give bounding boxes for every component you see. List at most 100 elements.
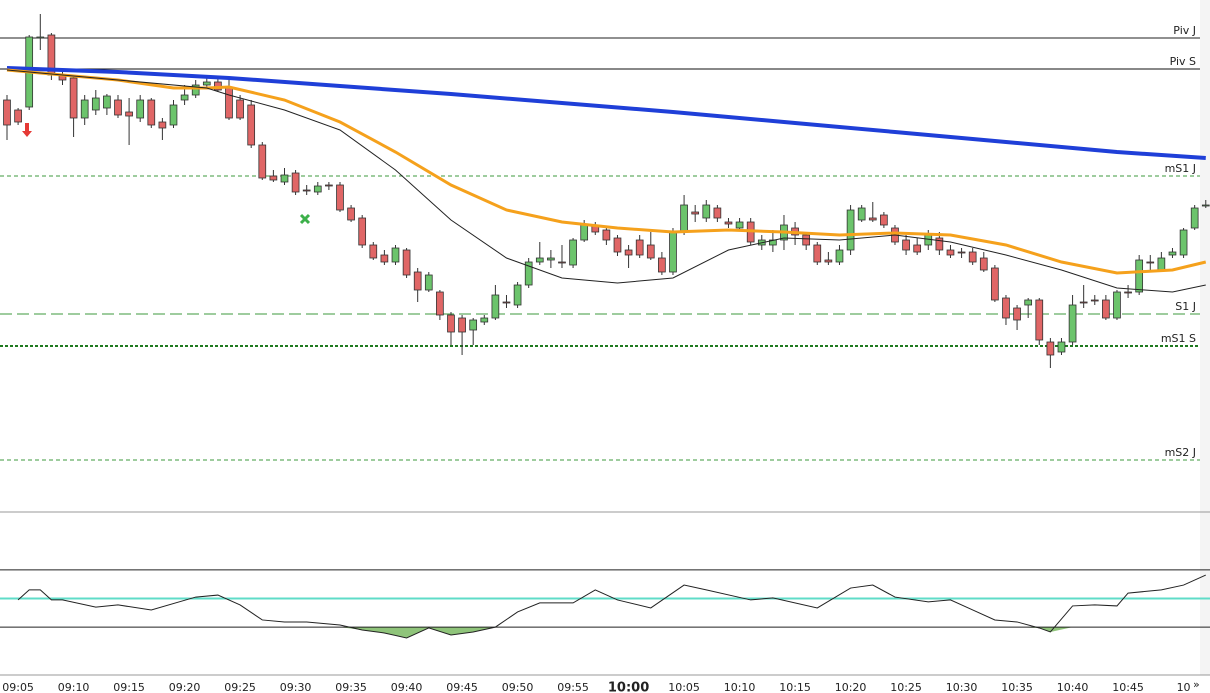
x-tick-label: 09:40: [391, 681, 423, 693]
candle-body: [1135, 259, 1144, 293]
candle-body: [169, 104, 178, 126]
x-axis: 09:05 09:10 09:15 09:20 09:25 09:30 09:35 09:40…: [2, 681, 1190, 693]
candle-body: [269, 175, 278, 181]
candle-body: [491, 294, 500, 319]
candle-body: [380, 254, 389, 263]
candle-body: [158, 121, 167, 129]
candle-body: [191, 84, 200, 96]
level-label: mS1 J: [1165, 162, 1196, 175]
candle-body: [1190, 207, 1199, 229]
candle-body: [957, 251, 966, 254]
candle-body: [880, 214, 888, 226]
candle-body: [913, 244, 922, 253]
candle-body: [558, 261, 566, 264]
candle-body: [669, 231, 677, 273]
candle-body: [991, 267, 999, 301]
candle-body: [280, 174, 289, 183]
candle-body: [302, 189, 311, 192]
candle-body: [1146, 261, 1155, 264]
candle-body: [1057, 341, 1066, 353]
candle-body: [702, 204, 711, 219]
candle-body: [202, 81, 211, 86]
candle-body: [846, 209, 855, 251]
candle-body: [424, 274, 433, 291]
candle-body: [1124, 291, 1132, 294]
candle-body: [547, 257, 555, 261]
candle-body: [80, 99, 89, 119]
candle-body: [69, 77, 78, 119]
x-tick-label: 10:20: [835, 681, 867, 693]
candle-body: [458, 317, 466, 333]
candles: [3, 14, 1210, 368]
candle-body: [1090, 299, 1099, 302]
level-label: mS2 J: [1165, 446, 1196, 459]
candle-body: [813, 244, 822, 263]
candle-body: [136, 99, 145, 119]
x-tick-label: 10:30: [946, 681, 978, 693]
candle-body: [1168, 251, 1177, 256]
candle-body: [14, 109, 22, 123]
x-tick-label: 09:20: [169, 681, 201, 693]
candle-body: [336, 184, 344, 211]
candle-body: [824, 259, 833, 263]
candle-body: [1201, 204, 1210, 207]
candle-body: [857, 207, 866, 221]
candle-body: [1013, 307, 1021, 321]
candle-body: [1079, 301, 1088, 304]
candle-body: [713, 207, 722, 219]
candle-body: [358, 217, 367, 246]
x-tick-label: 10:10: [724, 681, 756, 693]
candle-body: [658, 257, 666, 273]
candle-body: [103, 95, 111, 109]
candle-body: [646, 244, 655, 259]
price-axis-strip: [1200, 0, 1210, 675]
candle-body: [436, 291, 444, 316]
candle-body: [325, 184, 333, 187]
candle-body: [513, 284, 522, 306]
exit-cross: [299, 213, 311, 225]
x-tick-label: 09:45: [446, 681, 478, 693]
candle-body: [868, 217, 877, 221]
x-tick-label: 10: [1177, 681, 1191, 693]
candle-body: [402, 249, 411, 276]
candle-body: [180, 94, 189, 101]
candle-body: [935, 237, 944, 251]
candle-body: [391, 247, 400, 263]
x-tick-label: 09:35: [335, 681, 367, 693]
x-tick-label: 09:05: [2, 681, 34, 693]
candle-body: [236, 99, 244, 119]
candle-body: [1102, 299, 1110, 319]
scroll-button[interactable]: »: [1193, 678, 1200, 691]
level-label: S1 J: [1175, 300, 1196, 313]
x-tick-label: 10:45: [1112, 681, 1144, 693]
candle-body: [225, 87, 233, 119]
candle-body: [258, 144, 267, 179]
sell-arrow: [22, 123, 32, 137]
x-tick-label: 09:25: [224, 681, 256, 693]
candle-body: [635, 239, 644, 256]
moving-averages: [6, 66, 1207, 293]
candle-body: [91, 97, 100, 111]
candle-body: [36, 36, 45, 39]
levels: [0, 37, 1200, 461]
candle-body: [313, 185, 322, 193]
candle-body: [1002, 297, 1010, 319]
oscillator-line: [17, 574, 1206, 639]
level-label: Piv J: [1173, 24, 1196, 37]
x-tick-label: 09:15: [113, 681, 145, 693]
candle-body: [902, 239, 910, 251]
candle-body: [291, 172, 300, 193]
candle-body: [1068, 304, 1077, 343]
x-tick-label: 09:55: [557, 681, 589, 693]
x-tick-label: 09:50: [502, 681, 534, 693]
candle-body: [147, 99, 156, 126]
candle-body: [524, 261, 533, 286]
candle-body: [835, 249, 844, 263]
candle-body: [369, 244, 378, 259]
candle-body: [447, 314, 455, 333]
candle-body: [946, 249, 955, 256]
x-tick-label: 09:30: [280, 681, 312, 693]
level-label: Piv S: [1170, 55, 1196, 68]
x-tick-label: 10:05: [668, 681, 700, 693]
